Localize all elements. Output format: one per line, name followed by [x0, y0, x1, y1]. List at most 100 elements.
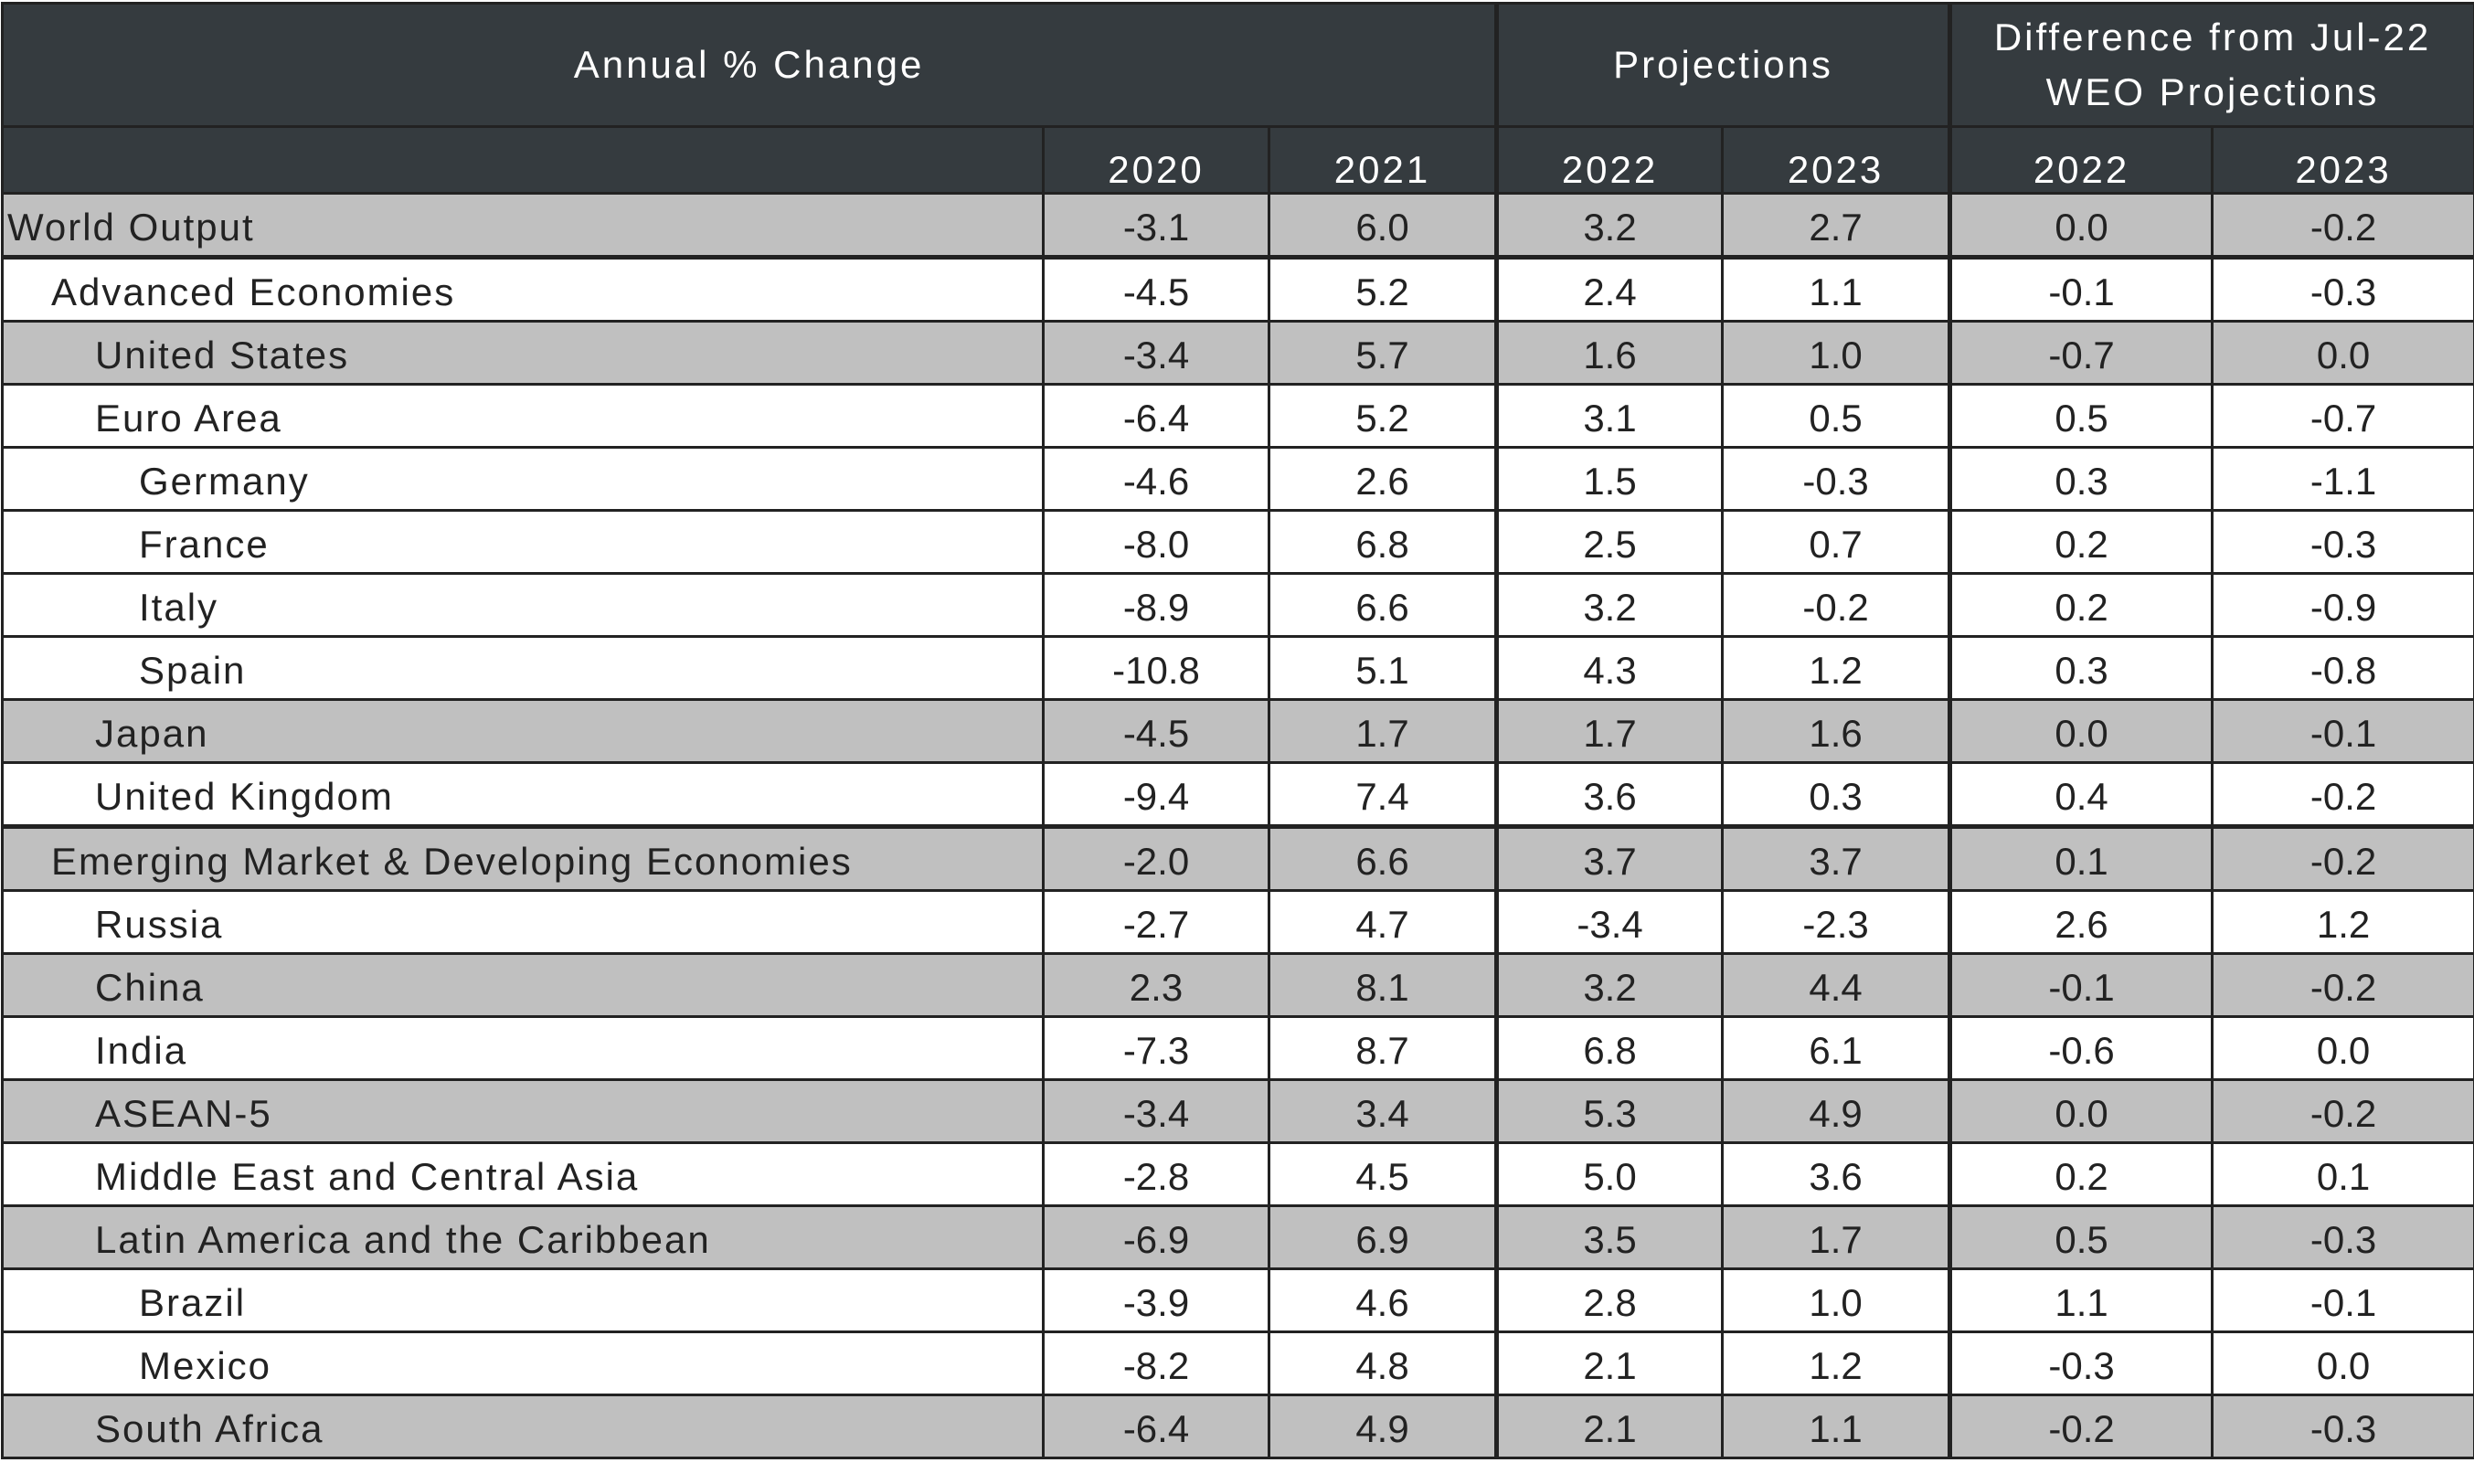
row-label: Latin America and the Caribbean [1, 1204, 1045, 1270]
group-header: Projections [1494, 2, 1952, 128]
table-row: Spain -10.8 5.1 4.3 1.2 0.3 -0.8 [1, 635, 2474, 701]
value-cell: 3.1 [1494, 383, 1725, 449]
table-head: Annual % Change Projections Difference f… [0, 2, 2474, 195]
value-cell: 0.2 [1948, 509, 2214, 575]
row-label: South Africa [1, 1394, 1045, 1459]
year-header: 2021 [1267, 125, 1499, 195]
table-row: India -7.3 8.7 6.8 6.1 -0.6 0.0 [1, 1015, 2474, 1081]
value-cell: -0.2 [1948, 1394, 2214, 1459]
value-cell: 6.6 [1267, 572, 1499, 638]
value-cell: 2.3 [1042, 952, 1270, 1018]
value-cell: 0.0 [2211, 1330, 2474, 1396]
value-cell: 0.3 [1721, 761, 1952, 829]
row-label: Emerging Market & Developing Economies [1, 825, 1045, 892]
value-cell: 1.6 [1494, 320, 1725, 386]
value-cell: -4.5 [1042, 256, 1270, 323]
value-cell: 0.0 [1948, 192, 2214, 260]
value-cell: -0.1 [2211, 1267, 2474, 1333]
value-cell: -0.7 [2211, 383, 2474, 449]
value-cell: 5.7 [1267, 320, 1499, 386]
value-cell: 2.8 [1494, 1267, 1725, 1333]
table-row: Italy -8.9 6.6 3.2 -0.2 0.2 -0.9 [1, 572, 2474, 638]
value-cell: -6.9 [1042, 1204, 1270, 1270]
value-cell: -9.4 [1042, 761, 1270, 829]
value-cell: -7.3 [1042, 1015, 1270, 1081]
table-row: Latin America and the Caribbean -6.9 6.9 3.… [1, 1204, 2474, 1270]
table-row: South Africa -6.4 4.9 2.1 1.1 -0.2 -0.3 [1, 1394, 2474, 1459]
row-label: Euro Area [1, 383, 1045, 449]
row-label: United States [1, 320, 1045, 386]
value-cell: 0.0 [1948, 1078, 2214, 1144]
value-cell: 0.0 [2211, 320, 2474, 386]
value-cell: -3.4 [1494, 889, 1725, 955]
value-cell: 2.7 [1721, 192, 1952, 260]
value-cell: 5.2 [1267, 383, 1499, 449]
value-cell: -0.3 [1948, 1330, 2214, 1396]
value-cell: 3.7 [1721, 825, 1952, 892]
row-label: China [1, 952, 1045, 1018]
value-cell: -1.1 [2211, 446, 2474, 512]
value-cell: 0.2 [1948, 572, 2214, 638]
value-cell: 4.9 [1721, 1078, 1952, 1144]
value-cell: 0.1 [2211, 1141, 2474, 1207]
value-cell: 1.2 [2211, 889, 2474, 955]
table-row: Mexico -8.2 4.8 2.1 1.2 -0.3 0.0 [1, 1330, 2474, 1396]
value-cell: -2.0 [1042, 825, 1270, 892]
value-cell: 3.7 [1494, 825, 1725, 892]
row-label: Spain [1, 635, 1045, 701]
table-row: Russia -2.7 4.7 -3.4 -2.3 2.6 1.2 [1, 889, 2474, 955]
row-label: World Output [1, 192, 1045, 260]
value-cell: -3.4 [1042, 1078, 1270, 1144]
table-row: Japan -4.5 1.7 1.7 1.6 0.0 -0.1 [1, 698, 2474, 764]
value-cell: -0.9 [2211, 572, 2474, 638]
value-cell: 2.4 [1494, 256, 1725, 323]
value-cell: 4.9 [1267, 1394, 1499, 1459]
value-cell: 3.6 [1494, 761, 1725, 829]
value-cell: -0.8 [2211, 635, 2474, 701]
value-cell: 2.6 [1267, 446, 1499, 512]
row-label: Middle East and Central Asia [1, 1141, 1045, 1207]
value-cell: 8.1 [1267, 952, 1499, 1018]
value-cell: 4.6 [1267, 1267, 1499, 1333]
group-header: Annual % Change [0, 2, 1499, 128]
table-row: World Output -3.1 6.0 3.2 2.7 0.0 -0.2 [1, 192, 2474, 260]
value-cell: 1.0 [1721, 320, 1952, 386]
table-row: Middle East and Central Asia -2.8 4.5 5.0 3.… [1, 1141, 2474, 1207]
value-cell: 1.2 [1721, 1330, 1952, 1396]
value-cell: -0.1 [1948, 256, 2214, 323]
value-cell: -3.9 [1042, 1267, 1270, 1333]
value-cell: 5.3 [1494, 1078, 1725, 1144]
table-row: Euro Area -6.4 5.2 3.1 0.5 0.5 -0.7 [1, 383, 2474, 449]
value-cell: 4.4 [1721, 952, 1952, 1018]
value-cell: 8.7 [1267, 1015, 1499, 1081]
value-cell: 2.6 [1948, 889, 2214, 955]
row-label: India [1, 1015, 1045, 1081]
value-cell: 0.0 [1948, 698, 2214, 764]
value-cell: -0.2 [2211, 192, 2474, 260]
value-cell: 0.2 [1948, 1141, 2214, 1207]
value-cell: -0.3 [2211, 1394, 2474, 1459]
value-cell: 0.7 [1721, 509, 1952, 575]
row-label: Brazil [1, 1267, 1045, 1333]
value-cell: -8.9 [1042, 572, 1270, 638]
value-cell: -2.3 [1721, 889, 1952, 955]
value-cell: 0.3 [1948, 446, 2214, 512]
value-cell: 2.5 [1494, 509, 1725, 575]
value-cell: -0.2 [2211, 825, 2474, 892]
value-cell: -4.6 [1042, 446, 1270, 512]
value-cell: 3.4 [1267, 1078, 1499, 1144]
value-cell: 6.8 [1267, 509, 1499, 575]
value-cell: 6.1 [1721, 1015, 1952, 1081]
value-cell: 6.8 [1494, 1015, 1725, 1081]
value-cell: -0.3 [2211, 256, 2474, 323]
value-cell: 4.7 [1267, 889, 1499, 955]
value-cell: -0.2 [2211, 761, 2474, 829]
row-label: ASEAN-5 [1, 1078, 1045, 1144]
row-label: Germany [1, 446, 1045, 512]
value-cell: 1.5 [1494, 446, 1725, 512]
value-cell: -0.3 [2211, 1204, 2474, 1270]
table-body: World Output -3.1 6.0 3.2 2.7 0.0 -0.2 Advanced… [1, 192, 2474, 1459]
value-cell: -2.7 [1042, 889, 1270, 955]
value-cell: 4.8 [1267, 1330, 1499, 1396]
